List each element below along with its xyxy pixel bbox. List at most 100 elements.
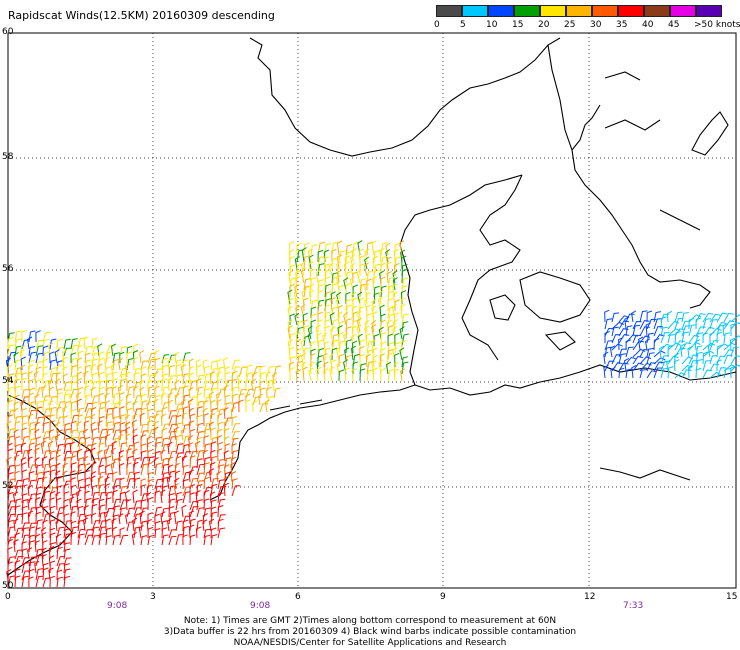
wind-barb: [203, 413, 209, 427]
wind-barb: [324, 263, 331, 277]
wind-barb: [202, 519, 208, 532]
wind-barb: [604, 309, 610, 323]
wind-barb: [716, 312, 728, 323]
wind-barb: [611, 334, 621, 344]
wind-barb: [208, 391, 214, 406]
wind-barb: [83, 455, 89, 469]
wind-barb: [147, 415, 156, 427]
wind-barb: [140, 507, 149, 518]
wind-barb: [35, 497, 41, 511]
wind-barb: [14, 394, 20, 405]
wind-barb: [13, 539, 19, 553]
wind-barb: [331, 334, 339, 347]
wind-barb: [41, 547, 47, 560]
wind-barb: [70, 526, 79, 539]
wind-barb: [133, 526, 141, 539]
wind-barb: [303, 278, 311, 291]
wind-barb: [250, 378, 256, 392]
colorbar-swatch: [644, 5, 670, 17]
colorbar-label: 15: [512, 20, 524, 30]
wind-barb: [203, 388, 211, 399]
wind-barb: [174, 351, 180, 364]
wind-barb: [175, 455, 182, 469]
wind-barb: [91, 380, 99, 392]
wind-barb: [401, 255, 407, 270]
wind-barb: [7, 536, 16, 546]
wind-barb: [125, 498, 132, 511]
wind-barb: [344, 255, 350, 270]
wind-barb: [139, 350, 145, 364]
wind-barb: [324, 311, 332, 326]
wind-barb: [259, 403, 268, 413]
wind-barb: [287, 319, 293, 333]
wind-barb: [349, 276, 355, 291]
wind-barb: [14, 560, 21, 574]
wind-barb: [295, 270, 301, 284]
wind-barb: [7, 428, 16, 441]
wind-barb: [147, 449, 153, 462]
wind-barb: [14, 415, 22, 427]
wind-barb: [111, 386, 117, 399]
wind-barb: [98, 416, 105, 427]
wind-barb: [138, 525, 144, 539]
wind-barb: [70, 338, 78, 350]
wind-barb: [315, 269, 321, 284]
wind-barb: [175, 363, 182, 378]
wind-barb: [56, 364, 63, 378]
wind-barb: [161, 472, 169, 483]
wind-barb: [42, 408, 52, 420]
wind-barb: [195, 526, 202, 539]
wind-barb: [357, 310, 362, 326]
wind-barb: [7, 575, 16, 588]
wind-barb: [196, 436, 203, 448]
wind-barb: [70, 484, 77, 497]
wind-barb: [702, 332, 708, 344]
wind-barb: [317, 249, 324, 263]
wind-barb: [674, 331, 681, 344]
wind-barb: [146, 518, 152, 532]
wind-barb: [364, 283, 370, 298]
wind-barb: [222, 357, 229, 371]
wind-barb: [350, 262, 356, 277]
wind-barb: [119, 527, 125, 539]
wind-barb: [76, 398, 82, 413]
wind-barb: [118, 513, 124, 525]
wind-barb: [296, 338, 302, 354]
wind-barb: [112, 471, 118, 483]
lat-label-56: 56: [2, 264, 14, 274]
wind-barb: [56, 563, 65, 574]
wind-barb: [126, 351, 132, 363]
colorbar-label: 40: [642, 20, 654, 30]
wind-barb: [153, 371, 159, 385]
wind-barb: [131, 419, 138, 434]
wind-barb: [55, 497, 62, 511]
wind-barb: [681, 369, 692, 379]
wind-barb: [125, 421, 131, 434]
wind-barb: [196, 406, 203, 420]
wind-barb: [401, 321, 409, 333]
wind-barb: [49, 532, 56, 546]
wind-barb: [688, 354, 699, 365]
wind-barb: [210, 449, 216, 462]
wind-barb: [48, 511, 55, 525]
wind-barb: [105, 366, 111, 378]
wind-barb: [317, 355, 323, 368]
wind-barb: [154, 528, 161, 539]
wind-barb: [385, 242, 391, 256]
wind-barb: [70, 408, 77, 420]
wind-barb: [6, 456, 12, 469]
wind-barb: [401, 277, 409, 291]
wind-barb: [182, 451, 192, 462]
wind-barb: [119, 507, 127, 518]
wind-barb: [401, 268, 408, 284]
wind-barb: [387, 298, 393, 312]
wind-barb: [21, 449, 30, 462]
colorbar-label: 5: [460, 20, 466, 30]
wind-barb: [77, 350, 84, 364]
wind-barb: [146, 435, 152, 448]
wind-barb: [646, 310, 653, 323]
wind-barb: [105, 518, 111, 532]
wind-barb: [303, 285, 311, 298]
colorbar-swatch: [462, 5, 488, 17]
wind-barb: [323, 368, 329, 382]
